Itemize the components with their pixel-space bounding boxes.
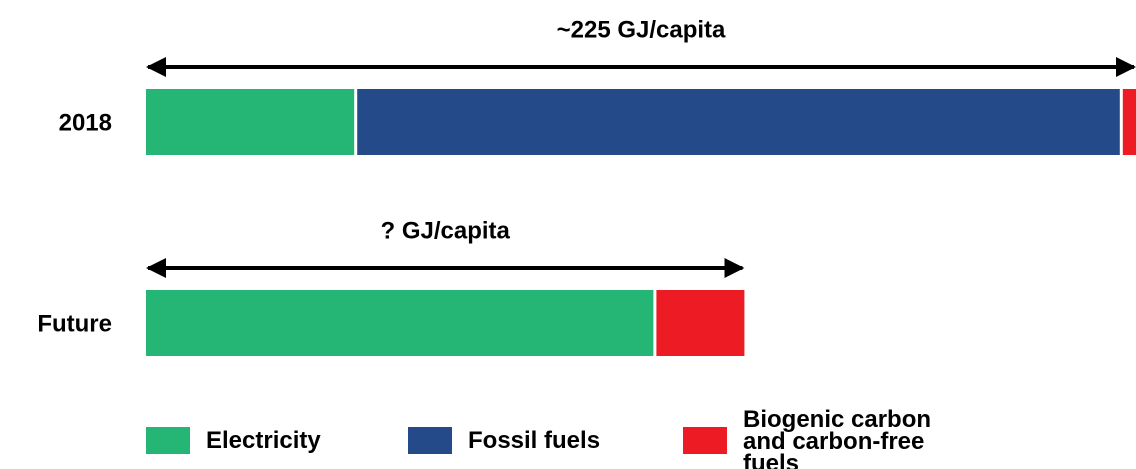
annotation: ~225 GJ/capita <box>557 16 726 43</box>
bar-segment <box>653 287 748 359</box>
bar-segment <box>354 86 1126 158</box>
category-label: Future <box>37 310 112 337</box>
category-label: 2018 <box>59 109 112 136</box>
bar-segment <box>1119 86 1136 158</box>
bar-segment <box>143 287 660 359</box>
bar-segment <box>143 86 361 158</box>
annotation: ? GJ/capita <box>381 217 511 244</box>
